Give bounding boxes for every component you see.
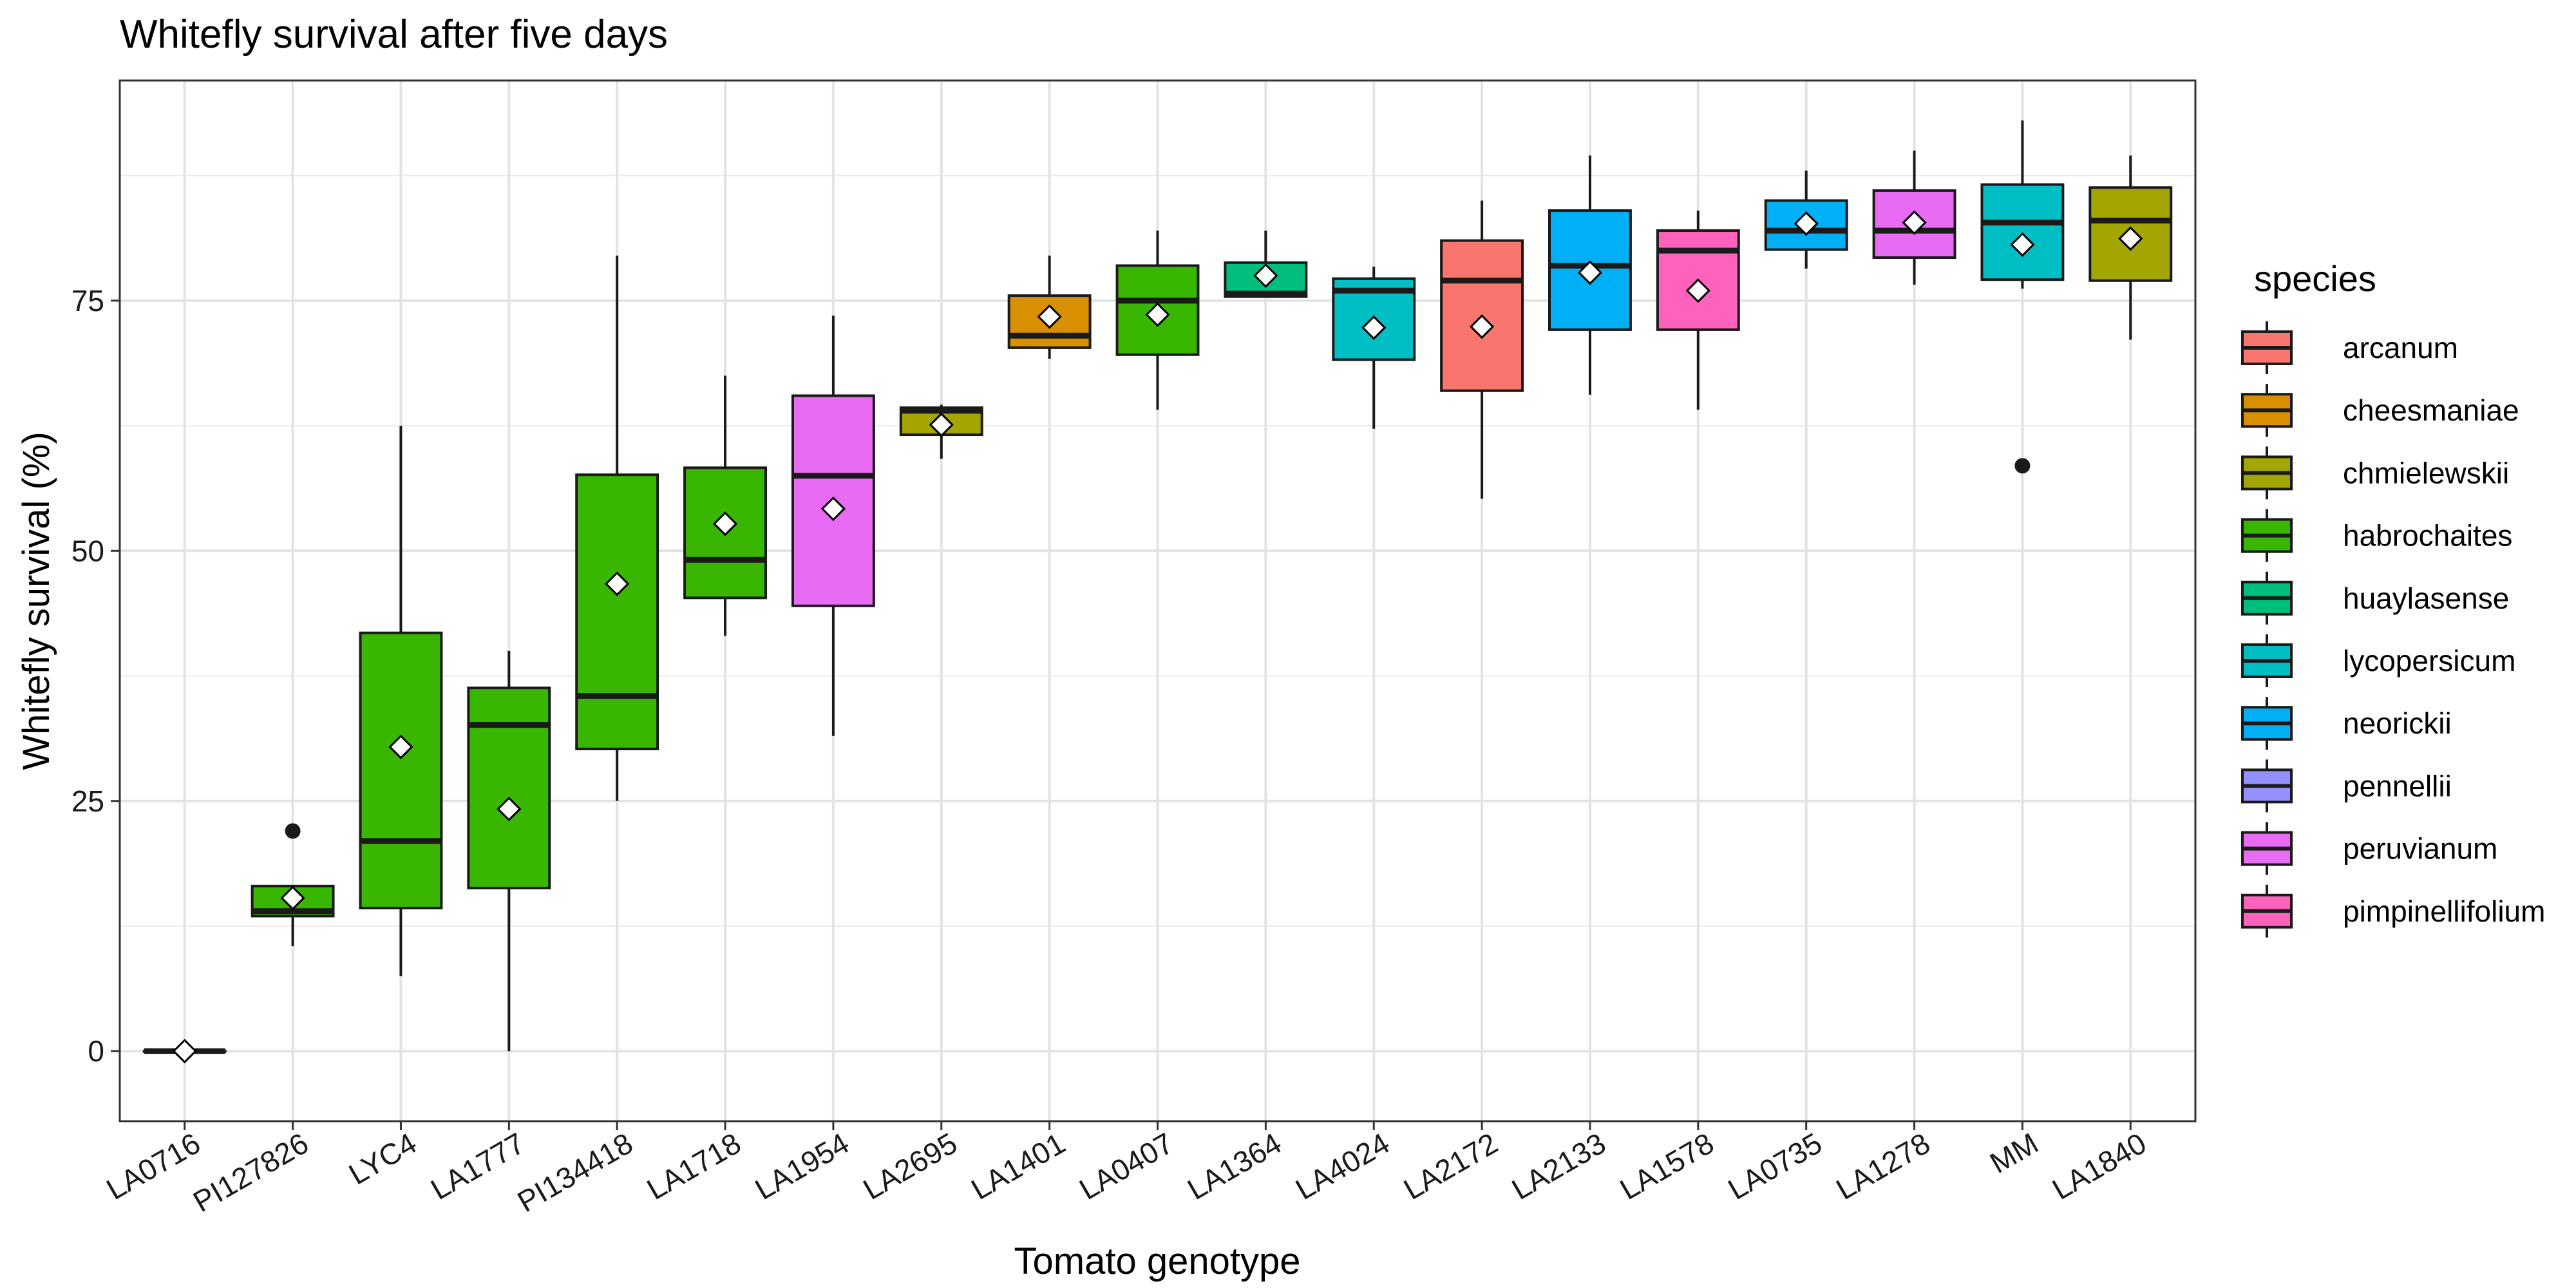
box-LA0407 (1115, 231, 1200, 410)
box-iqr (1980, 183, 2065, 281)
mean-marker (1253, 263, 1278, 289)
mean-marker (1361, 315, 1387, 340)
mean-marker (2118, 226, 2143, 251)
legend: species arcanum cheesmaniae chmielewskii ha… (2241, 258, 2545, 938)
box-LA1578 (1656, 211, 1740, 410)
legend-item-neorickii: neorickii (2241, 697, 2452, 750)
mean-marker (1685, 278, 1710, 303)
y-axis-title: Whitefly survival (%) (15, 431, 57, 770)
mean-marker (388, 734, 413, 759)
legend-item-chmielewskii: chmielewskii (2241, 446, 2509, 500)
mean-marker (712, 511, 738, 536)
legend-label: pennellii (2343, 769, 2452, 802)
y-tick-label: 0 (88, 1034, 104, 1068)
legend-label: pimpinellifolium (2343, 895, 2545, 928)
mean-marker (1145, 302, 1170, 327)
outlier-point (285, 823, 301, 839)
box-iqr (1872, 189, 1956, 260)
box-LA0716 (142, 1039, 227, 1064)
box-LA2133 (1548, 155, 1632, 395)
mean-marker (820, 496, 846, 522)
mean-marker (2010, 232, 2035, 257)
y-tick-label: 25 (71, 784, 104, 818)
box-LA1718 (683, 375, 767, 636)
legend-label: chmielewskii (2343, 456, 2509, 489)
box-iqr (359, 631, 443, 910)
legend-label: lycopersicum (2343, 644, 2515, 677)
outlier-point (2014, 458, 2031, 474)
box-MM (1980, 120, 2065, 474)
box-PI127826 (251, 823, 335, 947)
box-LA0735 (1764, 170, 1848, 269)
mean-marker (497, 797, 522, 822)
y-tick-label: 75 (71, 284, 104, 317)
box-LA1777 (467, 650, 551, 1052)
y-tick-label: 50 (71, 534, 104, 567)
box-LA1278 (1872, 150, 1956, 285)
mean-marker (1037, 304, 1062, 329)
box-LA4024 (1332, 267, 1416, 429)
box-LYC4 (359, 426, 443, 976)
legend-label: cheesmaniae (2343, 393, 2519, 427)
mean-marker (1794, 211, 1819, 236)
legend-item-pimpinellifolium: pimpinellifolium (2241, 884, 2545, 938)
legend-item-huaylasense: huaylasense (2241, 571, 2509, 625)
mean-marker (1902, 210, 1927, 235)
mean-marker (172, 1039, 197, 1064)
legend-title: species (2254, 258, 2376, 299)
box-iqr (1764, 199, 1848, 251)
box-iqr (467, 687, 551, 889)
box-iqr (575, 473, 659, 750)
box-layer (142, 120, 2173, 1064)
legend-label: neorickii (2343, 706, 2452, 740)
legend-label: huaylasense (2343, 582, 2509, 615)
legend-label: arcanum (2343, 331, 2458, 365)
legend-label: habrochaites (2343, 519, 2512, 553)
mean-marker (929, 412, 954, 437)
box-PI134418 (575, 255, 659, 801)
legend-item-arcanum: arcanum (2241, 321, 2458, 374)
legend-item-pennellii: pennellii (2241, 759, 2452, 813)
legend-label: peruvianum (2343, 832, 2497, 866)
mean-marker (1469, 314, 1495, 339)
box-LA2695 (899, 404, 983, 459)
legend-item-lycopersicum: lycopersicum (2241, 634, 2515, 687)
legend-item-habrochaites: habrochaites (2241, 509, 2512, 562)
chart-title: Whitefly survival after five days (120, 12, 668, 57)
box-LA1364 (1224, 231, 1308, 298)
legend-item-cheesmaniae: cheesmaniae (2241, 384, 2519, 437)
box-LA1954 (791, 316, 875, 736)
legend-item-peruvianum: peruvianum (2241, 822, 2497, 875)
box-LA2172 (1440, 200, 1524, 499)
mean-marker (1577, 260, 1603, 285)
x-axis-title: Tomato genotype (1014, 1240, 1301, 1282)
mean-marker (605, 571, 630, 596)
box-LA1840 (2088, 155, 2173, 340)
box-LA1401 (1007, 255, 1092, 359)
mean-marker (280, 886, 305, 911)
